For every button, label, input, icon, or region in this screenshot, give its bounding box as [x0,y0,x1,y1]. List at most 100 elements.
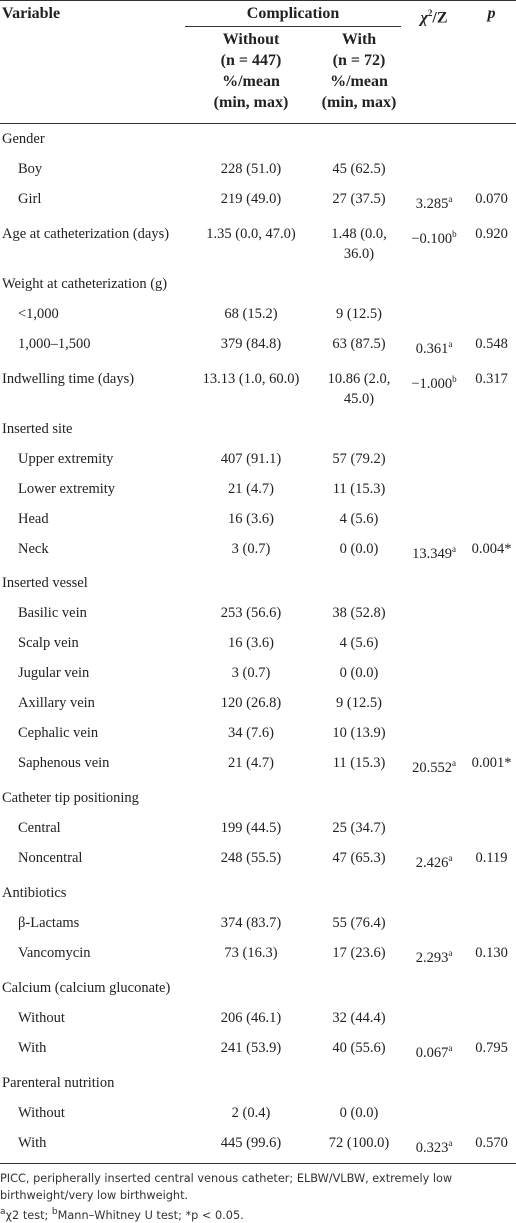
p-cell [467,154,516,184]
value-cell: 27 (37.5) [332,191,386,207]
header-line: With [341,31,377,48]
stat-cell [401,658,467,688]
p-cell [467,444,516,474]
stat-value: 2.426 [415,855,449,872]
stat-cell: 13.349a [401,534,467,569]
table-row: Scalp vein 16 (3.6) 4 (5.6) [0,628,516,658]
stat-cell: 2.293a [401,938,467,973]
group-label: Gender [2,131,45,147]
stat-cell [401,718,467,748]
stat-sup: a [451,543,456,554]
table-row: β-Lactams 374 (83.7) 55 (76.4) [0,908,516,938]
group-label: Inserted site [2,420,73,437]
table-row: Cephalic vein 34 (7.6) 10 (13.9) [0,718,516,748]
value-cell: 57 (79.2) [332,450,386,467]
variable-cell: β-Lactams [18,915,80,932]
stat-cell [401,908,467,938]
variable-cell: With [18,1134,47,1151]
footnote-text: PICC, peripherally inserted central veno… [0,1171,453,1202]
stat-value: 3.285 [415,195,449,212]
value-cell: 68 (15.2) [224,305,278,322]
group-row: Inserted site [0,414,516,444]
p-value: 0.004* [471,540,512,557]
value-cell: 47 (65.3) [332,850,386,867]
group-row: Calcium (calcium gluconate) [0,973,516,1003]
header-cell: Complication [185,0,402,27]
p-value: 0.570 [475,1134,508,1151]
p-cell [467,299,516,329]
header-line: %/mean [330,73,388,90]
value-cell: 3 (0.7) [231,540,271,557]
stat-sup: a [448,194,453,204]
stat-cell [401,154,467,184]
footnote-text: Mann–Whitney U test; *p < 0.05. [57,1208,244,1222]
header-cell: Variable [2,5,61,22]
p-cell [467,1098,516,1128]
stat-cell: −0.100b [401,219,467,269]
stat-value: 13.349 [412,545,452,562]
stat-sup: a [448,948,453,959]
value-cell: 374 (83.7) [220,915,282,932]
footnote-text: χ2 test; [5,1208,52,1222]
value-cell: 4 (5.6) [339,635,379,652]
variable-cell: Lower extremity [18,480,116,497]
stat-value: 2.293 [415,949,449,966]
stat-sup: a [451,758,456,769]
p-cell [467,474,516,504]
p-cell: 0.004* [467,534,516,569]
stat-cell [401,813,467,843]
table-row: Basilic vein 253 (56.6) 38 (52.8) [0,598,516,628]
footnote: PICC, peripherally inserted central veno… [0,1164,516,1223]
value-cell: 38 (52.8) [332,605,386,622]
stat-cell [401,688,467,718]
table-row: Indwelling time (days) 13.13 (1.0, 60.0) 1… [0,364,516,414]
table-row: Without 2 (0.4) 0 (0.0) [0,1098,516,1128]
group-row: Weight at catheterization (g) [0,269,516,299]
value-cell: 34 (7.6) [228,725,274,742]
stat-cell [401,504,467,534]
stat-cell [401,444,467,474]
value-cell: 120 (26.8) [220,695,282,712]
p-cell: 0.920 [467,219,516,269]
table-row: Girl 219 (49.0) 27 (37.5) 3.285a 0.070 [0,184,516,219]
table-row: Noncentral 248 (55.5) 47 (65.3) 2.426a 0.119 [0,843,516,878]
stat-value: −0.100 [411,230,453,247]
variable-cell: Head [18,510,49,527]
p-value: 0.001* [471,755,512,772]
stat-value: 0.361 [415,340,449,357]
table-row: Vancomycin 73 (16.3) 17 (23.6) 2.293a 0.130 [0,938,516,973]
stat-cell: −1.000b [401,364,467,414]
table-row: Jugular vein 3 (0.7) 0 (0.0) [0,658,516,688]
value-cell: 55 (76.4) [332,915,386,932]
value-cell: 21 (4.7) [228,755,274,772]
p-value: 0.119 [475,850,508,867]
header-line: (min, max) [213,94,289,111]
table-row: Head 16 (3.6) 4 (5.6) [0,504,516,534]
value-cell: 379 (84.8) [220,335,282,352]
value-cell: 199 (44.5) [220,820,282,837]
stat-cell: 3.285a [401,184,467,219]
variable-cell: 1,000–1,500 [18,335,91,352]
variable-cell: Axillary vein [18,695,95,712]
p-cell [467,1003,516,1033]
value-cell: 10.86 (2.0, 45.0) [327,370,391,407]
p-cell: 0.548 [467,329,516,364]
header-cell: With (n = 72) %/mean (min, max) [317,27,401,124]
p-value: 0.548 [475,335,508,352]
p-value: 0.795 [475,1039,508,1056]
p-cell: 0.119 [467,843,516,878]
value-cell: 11 (15.3) [332,480,386,497]
footnote-notes: aχ2 test; bMann–Whitney U test; *p < 0.0… [0,1204,514,1223]
value-cell: 445 (99.6) [220,1134,282,1151]
table-row: With 241 (53.9) 40 (55.6) 0.067a 0.795 [0,1033,516,1068]
value-cell: 40 (55.6) [332,1039,386,1056]
value-cell: 25 (34.7) [332,820,386,837]
value-cell: 17 (23.6) [332,945,386,962]
value-cell: 407 (91.1) [220,450,282,467]
variable-cell: Without [18,1104,65,1121]
data-table: Variable Complication χ2/Z p Without (n =… [0,0,516,1164]
value-cell: 45 (62.5) [332,161,386,177]
value-cell: 9 (12.5) [336,305,382,322]
p-cell [467,628,516,658]
group-label: Antibiotics [2,885,67,902]
